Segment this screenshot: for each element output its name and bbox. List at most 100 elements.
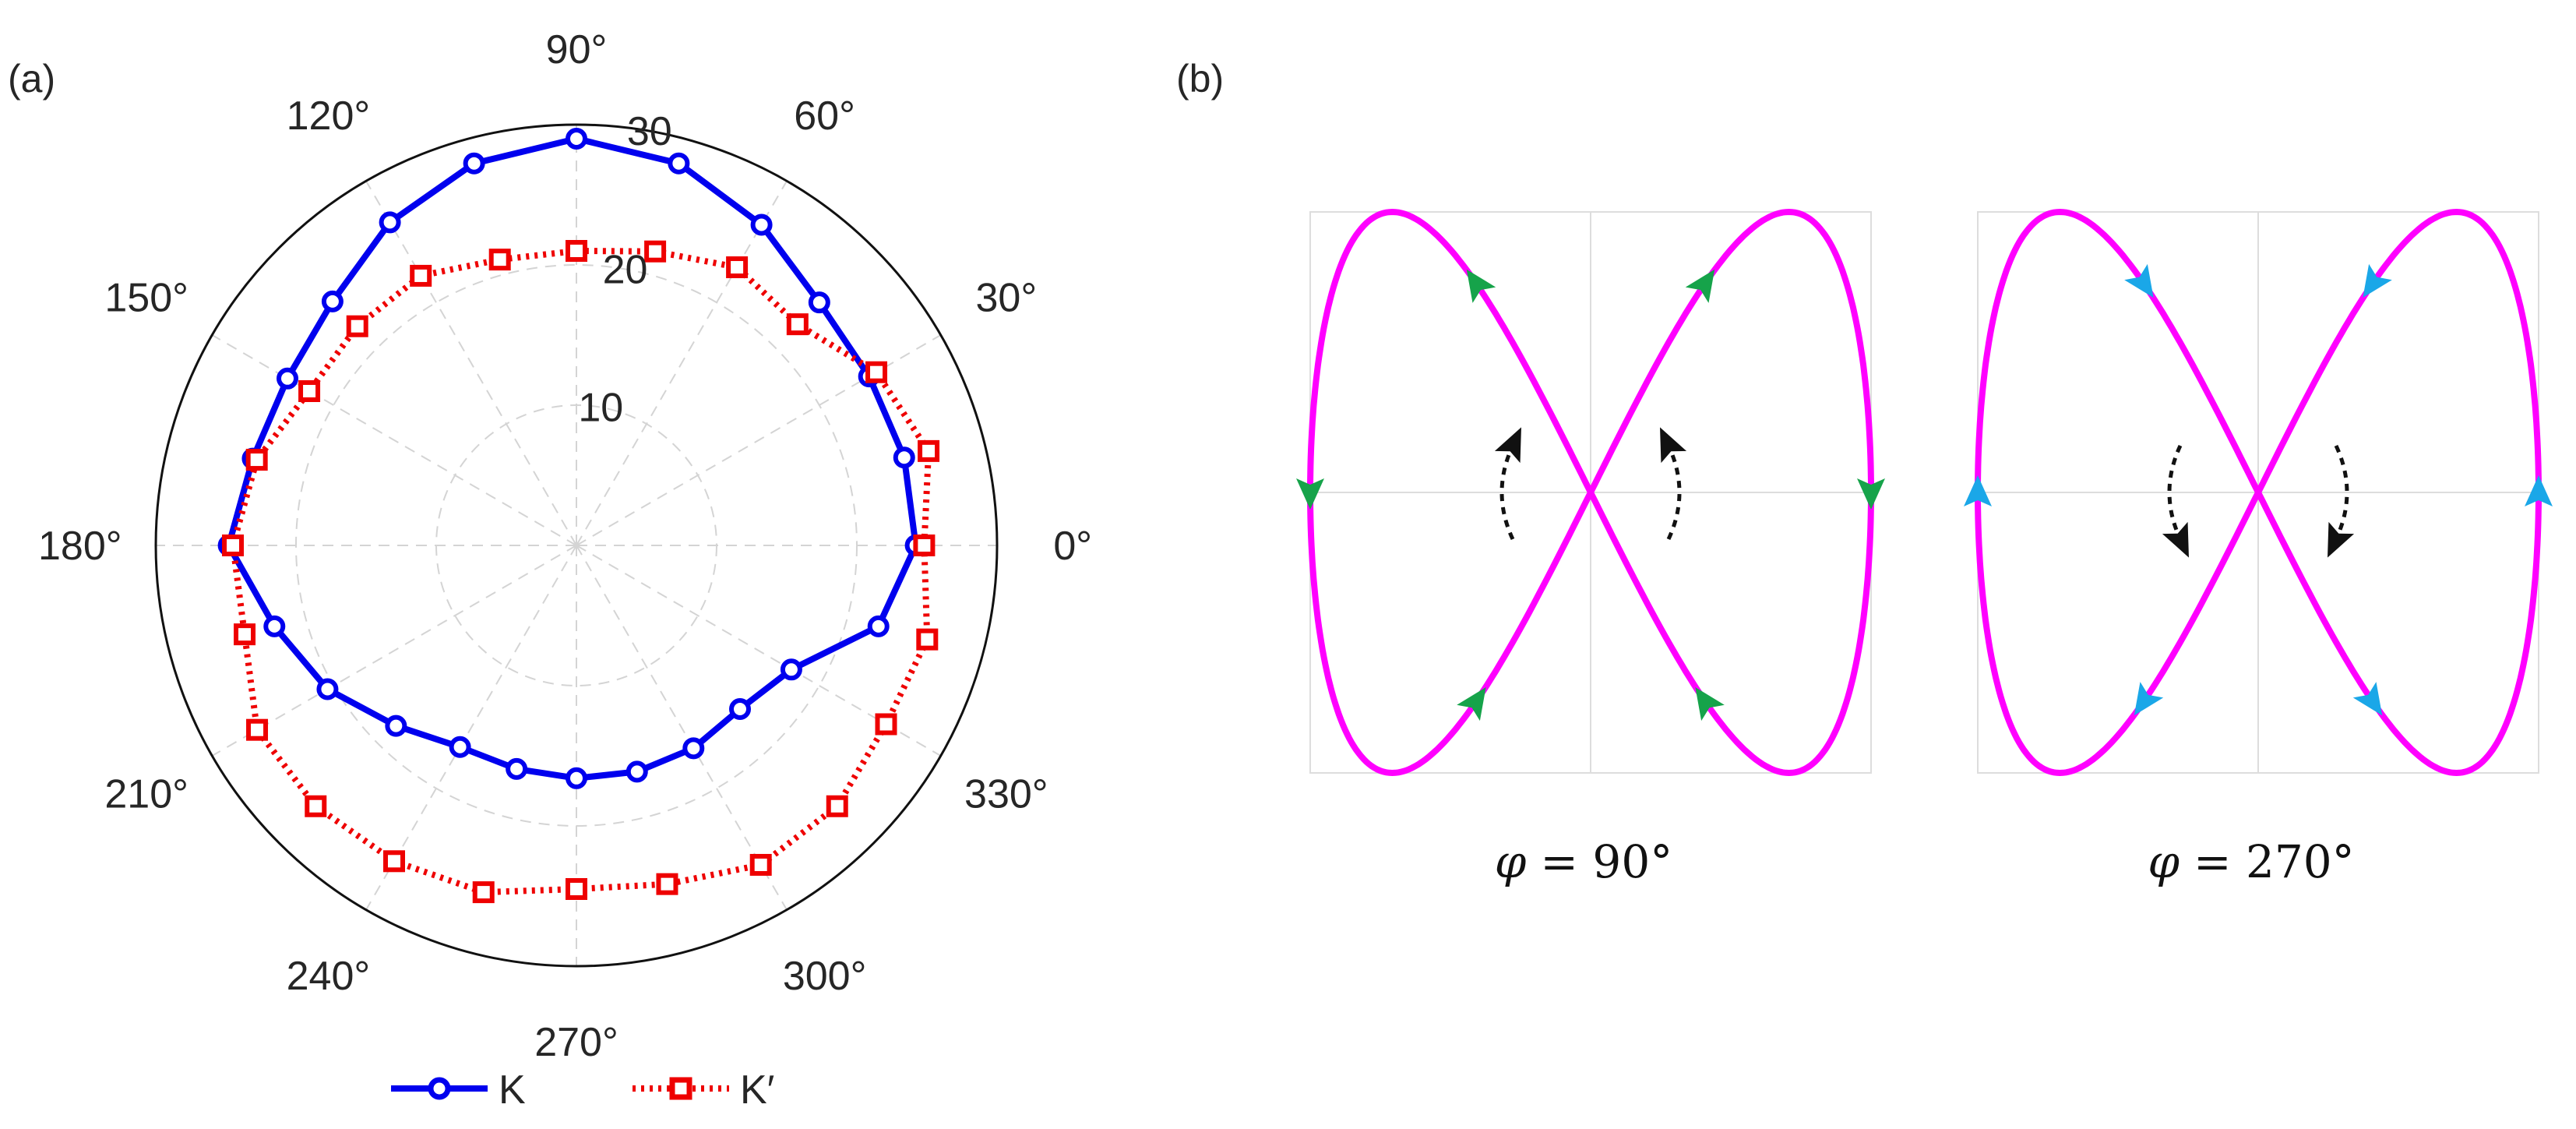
angular-gridline bbox=[576, 545, 788, 911]
rotation-sense-arrow bbox=[2334, 444, 2349, 541]
angle-tick-label: 0° bbox=[1053, 524, 1092, 569]
direction-arrow bbox=[2525, 475, 2553, 506]
data-point-k-135 bbox=[321, 290, 344, 312]
data-point-k-315 bbox=[729, 698, 752, 721]
direction-arrow bbox=[1695, 686, 1725, 722]
rotation-sense-arrow bbox=[2167, 444, 2183, 541]
rotation-sense-arrowhead bbox=[1494, 427, 1521, 464]
angle-tick-label: 30° bbox=[976, 275, 1038, 320]
direction-arrow bbox=[2363, 263, 2392, 298]
legend-kprime-label: K′ bbox=[740, 1067, 774, 1113]
data-point-k-60 bbox=[750, 213, 773, 236]
rotation-sense-arrowhead bbox=[2162, 521, 2189, 558]
data-point-kprime-165 bbox=[245, 449, 268, 471]
data-point-k-120 bbox=[379, 211, 401, 234]
data-point-kprime-150 bbox=[298, 380, 321, 402]
rotation-sense-arrowhead bbox=[2328, 521, 2355, 558]
data-point-kprime-75 bbox=[644, 240, 667, 263]
data-point-kprime-315 bbox=[826, 795, 848, 817]
data-point-k-345 bbox=[867, 615, 890, 637]
caption-phi-270-value: = 270° bbox=[2194, 835, 2355, 888]
direction-arrow bbox=[1685, 269, 1715, 303]
orbit-plot-phi-270 bbox=[1964, 208, 2553, 777]
orbit-curve bbox=[1307, 208, 1874, 777]
data-point-kprime-345 bbox=[916, 628, 939, 651]
data-point-kprime-195 bbox=[234, 623, 256, 646]
radial-tick-label: 10 bbox=[578, 386, 623, 431]
polar-outer-circle bbox=[154, 123, 999, 968]
radial-tick-label: 30 bbox=[627, 109, 672, 154]
data-point-k-150 bbox=[276, 367, 298, 390]
direction-arrow bbox=[2124, 263, 2154, 298]
angle-tick-label: 210° bbox=[104, 772, 189, 817]
angle-tick-label: 240° bbox=[287, 954, 371, 999]
angular-gridline bbox=[576, 180, 788, 546]
panel-a: (a) 0° 30° 60° 90° 120° 150° 180° 210° 240° 270° 3… bbox=[8, 27, 1092, 1113]
data-point-kprime-255 bbox=[472, 881, 495, 904]
data-point-k-90 bbox=[566, 128, 587, 150]
data-point-kprime-105 bbox=[488, 249, 511, 271]
data-point-kprime-120 bbox=[410, 264, 432, 287]
panel-b: (b) φ = 90° φ = 270° bbox=[1176, 57, 2553, 888]
direction-arrow bbox=[2352, 682, 2383, 716]
series-line-kprime bbox=[230, 248, 932, 896]
data-point-k-270 bbox=[566, 767, 587, 789]
orbit-curve bbox=[1975, 208, 2542, 777]
direction-arrow bbox=[1857, 478, 1885, 510]
data-point-kprime-240 bbox=[383, 850, 405, 873]
caption-phi-270: φ = 270° bbox=[2148, 835, 2354, 888]
caption-phi-90-value: = 90° bbox=[1540, 835, 1672, 888]
data-point-kprime-15 bbox=[918, 439, 940, 462]
angular-gridline bbox=[365, 545, 577, 911]
rotation-sense-arrow bbox=[1499, 444, 1515, 541]
data-point-k-300 bbox=[682, 737, 705, 760]
direction-arrow bbox=[1964, 475, 1992, 506]
caption-phi-90: φ = 90° bbox=[1495, 835, 1672, 888]
angle-tick-label: 60° bbox=[794, 93, 855, 139]
caption-phi-90-symbol: φ bbox=[1495, 835, 1527, 888]
rotation-sense-arrowhead bbox=[1660, 427, 1687, 464]
data-point-k-225 bbox=[385, 714, 407, 737]
direction-arrow bbox=[1296, 478, 1324, 510]
angle-tick-label: 120° bbox=[287, 93, 371, 139]
data-point-k-105 bbox=[463, 152, 485, 175]
angle-tick-label: 270° bbox=[534, 1020, 618, 1065]
panel-b-label: (b) bbox=[1176, 57, 1224, 101]
angular-gridline bbox=[365, 180, 577, 546]
data-point-kprime-300 bbox=[749, 853, 772, 876]
legend-kprime-marker bbox=[669, 1077, 692, 1100]
data-point-kprime-45 bbox=[786, 313, 809, 336]
rotation-sense-arrow bbox=[1666, 444, 1682, 541]
data-point-k-240 bbox=[449, 736, 471, 758]
data-point-k-195 bbox=[263, 615, 286, 637]
data-point-kprime-210 bbox=[246, 718, 269, 741]
data-point-kprime-270 bbox=[566, 878, 587, 900]
data-point-kprime-180 bbox=[222, 535, 244, 556]
data-point-k-330 bbox=[780, 658, 802, 681]
panel-a-label: (a) bbox=[8, 57, 55, 101]
polar-grid bbox=[154, 123, 999, 968]
data-point-k-45 bbox=[808, 291, 830, 314]
polar-series bbox=[217, 128, 940, 904]
angular-gridline bbox=[576, 545, 942, 757]
data-point-kprime-135 bbox=[346, 315, 368, 337]
angular-gridline bbox=[576, 334, 942, 546]
data-point-k-255 bbox=[506, 757, 528, 780]
angle-tick-label: 150° bbox=[104, 275, 189, 320]
data-point-kprime-225 bbox=[305, 795, 327, 817]
angle-tick-label: 90° bbox=[546, 27, 608, 72]
data-point-kprime-90 bbox=[566, 240, 587, 262]
angle-tick-label: 300° bbox=[783, 954, 867, 999]
angular-gridline bbox=[211, 334, 577, 546]
direction-arrow bbox=[2134, 682, 2164, 716]
caption-phi-270-symbol: φ bbox=[2148, 835, 2180, 888]
orbit-plot-phi-90 bbox=[1296, 208, 1885, 777]
polar-labels: 0° 30° 60° 90° 120° 150° 180° 210° 240° 270° 300° 3… bbox=[38, 27, 1092, 1065]
direction-arrow bbox=[1466, 269, 1496, 303]
data-point-kprime-330 bbox=[875, 713, 897, 736]
angle-tick-label: 180° bbox=[38, 524, 122, 569]
data-point-kprime-30 bbox=[865, 361, 888, 383]
legend: K K′ bbox=[391, 1067, 774, 1113]
data-point-k-285 bbox=[625, 760, 648, 783]
